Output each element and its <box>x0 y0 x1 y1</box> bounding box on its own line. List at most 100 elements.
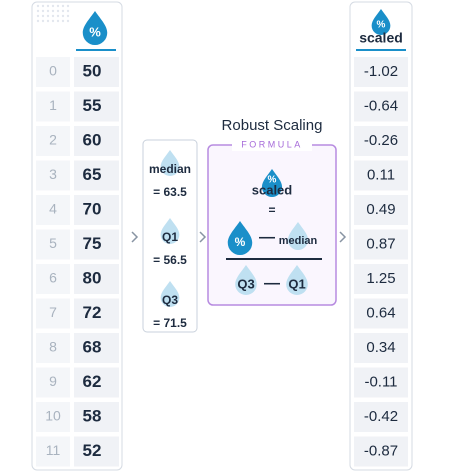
formula-term: median <box>279 235 318 247</box>
row-value: 80 <box>83 268 102 287</box>
arrow <box>339 231 347 243</box>
scaled-value: 0.34 <box>366 339 395 356</box>
value-cell <box>354 229 408 260</box>
scaled-value: 1.25 <box>366 270 395 287</box>
row-index: 9 <box>49 373 57 389</box>
row-index: 1 <box>49 97 57 113</box>
stat-label: median <box>149 162 191 176</box>
value-cell <box>74 333 119 363</box>
value-cell <box>74 229 119 260</box>
dot <box>51 14 55 18</box>
dot <box>61 9 65 13</box>
value-cell <box>74 298 119 329</box>
row-index: 6 <box>49 270 57 286</box>
dot <box>41 9 45 13</box>
row-value: 60 <box>83 130 102 149</box>
formula-subtitle: FORMULA <box>241 139 303 149</box>
value-cell <box>74 264 119 294</box>
index-cell <box>36 298 70 329</box>
dot <box>66 19 70 23</box>
drop-icon <box>286 265 308 295</box>
formula-minus: — <box>264 275 280 292</box>
icon-label: % <box>377 20 386 31</box>
index-cell <box>36 229 70 260</box>
formula-minus: — <box>259 229 275 246</box>
row-index: 8 <box>49 339 57 355</box>
scaled-value: -0.42 <box>364 408 398 425</box>
scaled-value: -0.64 <box>364 97 398 114</box>
value-cell <box>354 402 408 432</box>
value-cell <box>74 402 119 432</box>
dot <box>46 14 50 18</box>
value-cell <box>354 298 408 329</box>
dot <box>41 4 45 8</box>
formula-term: Q3 <box>237 276 254 291</box>
row-value: 75 <box>83 234 102 253</box>
dot <box>51 19 55 23</box>
value-cell <box>74 91 119 122</box>
dot <box>41 19 45 23</box>
dot <box>56 14 60 18</box>
dot <box>36 14 40 18</box>
value-cell <box>354 436 408 467</box>
icon-label: % <box>235 235 246 249</box>
icon-label: % <box>89 24 101 39</box>
value-cell <box>74 367 119 398</box>
drop-icon <box>287 222 309 250</box>
stat-value: = 71.5 <box>153 316 187 330</box>
formula-title: Robust Scaling <box>222 117 323 134</box>
value-cell <box>74 126 119 156</box>
index-cell <box>36 367 70 398</box>
row-value: 65 <box>83 165 102 184</box>
dot <box>36 9 40 13</box>
value-cell <box>354 91 408 122</box>
row-index: 7 <box>49 304 57 320</box>
dot <box>66 4 70 8</box>
row-value: 62 <box>83 372 102 391</box>
value-cell <box>354 333 408 363</box>
scaled-value: -0.26 <box>364 132 398 149</box>
formula-lhs: scaled <box>252 182 293 197</box>
value-cell <box>354 264 408 294</box>
dot <box>46 19 50 23</box>
dot <box>61 19 65 23</box>
drop-icon <box>160 281 180 307</box>
dot <box>56 4 60 8</box>
stat-label: Q3 <box>162 293 178 307</box>
dot <box>46 9 50 13</box>
dot <box>66 14 70 18</box>
dot <box>56 19 60 23</box>
dot <box>51 4 55 8</box>
row-index: 10 <box>45 408 61 424</box>
row-index: 0 <box>49 63 57 79</box>
row-index: 3 <box>49 166 57 182</box>
drop-icon <box>261 169 283 197</box>
row-value: 55 <box>83 96 102 115</box>
drop-icon <box>235 265 257 295</box>
dot <box>36 4 40 8</box>
row-value: 70 <box>83 199 102 218</box>
arrow <box>131 231 139 243</box>
index-cell <box>36 160 70 191</box>
stat-value: = 56.5 <box>153 253 187 267</box>
formula-equals: = <box>268 203 275 217</box>
scaled-value: -0.87 <box>364 442 398 459</box>
formula-term: Q1 <box>288 276 305 291</box>
drop-icon <box>371 9 391 36</box>
scaled-value: 0.11 <box>367 166 395 183</box>
scaled-value: 0.49 <box>366 201 395 218</box>
drop-icon <box>227 221 253 255</box>
row-index: 2 <box>49 132 57 148</box>
output-header: scaled <box>359 30 403 46</box>
row-value: 58 <box>83 406 102 425</box>
dot <box>56 9 60 13</box>
value-cell <box>74 160 119 191</box>
index-cell <box>36 402 70 432</box>
value-cell <box>354 195 408 225</box>
index-cell <box>36 264 70 294</box>
value-cell <box>354 126 408 156</box>
index-cell <box>36 57 70 87</box>
row-index: 5 <box>49 235 57 251</box>
drop-icon <box>160 150 180 176</box>
index-cell <box>36 195 70 225</box>
